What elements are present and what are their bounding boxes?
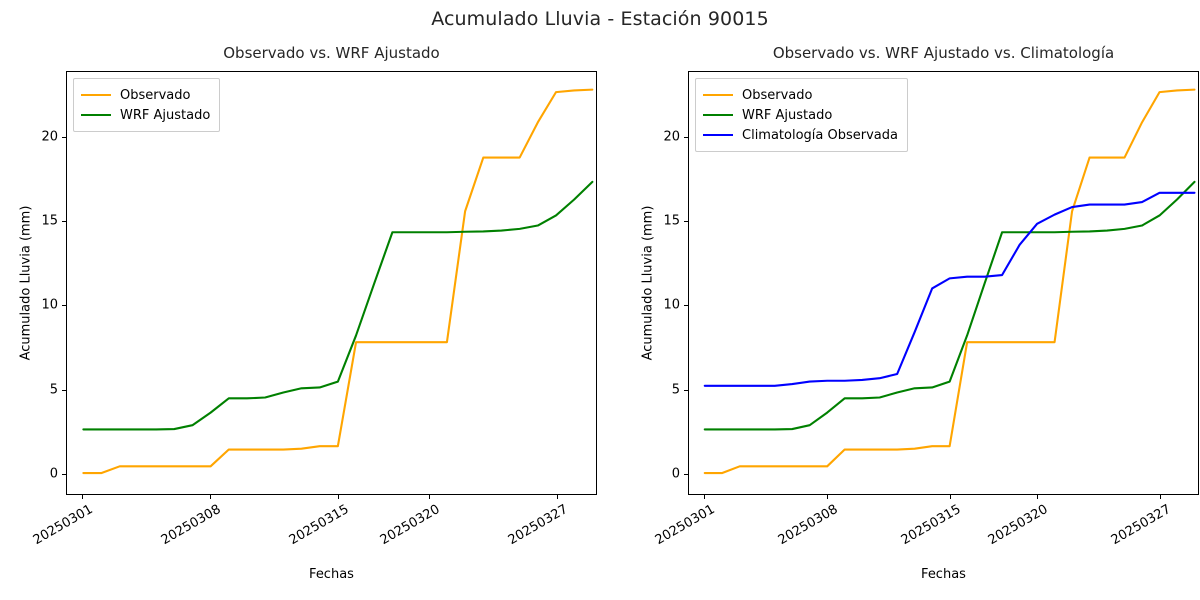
legend-label: WRF Ajustado — [742, 107, 833, 123]
series-line-observado — [703, 88, 1196, 475]
legend-entry[interactable]: WRF Ajustado — [81, 105, 210, 125]
series-line-climatolog-a-observada — [703, 191, 1196, 387]
ytick-label: 0 — [671, 466, 680, 482]
xtick-label: 20250301 — [31, 502, 96, 549]
xtick-label: 20250320 — [986, 502, 1051, 549]
xtick-mark — [82, 495, 84, 499]
ytick-mark — [684, 473, 688, 475]
xtick-label: 20250308 — [158, 502, 224, 549]
xtick-mark — [429, 495, 431, 499]
ytick-label: 10 — [663, 297, 680, 313]
legend-line-swatch — [81, 114, 111, 116]
legend-line-swatch — [81, 94, 111, 96]
subplot-left-legend[interactable]: Observado WRF Ajustado — [73, 78, 221, 132]
xtick-mark — [210, 495, 212, 499]
xtick-label: 20250308 — [775, 502, 841, 549]
xtick-mark — [826, 495, 828, 499]
subplot-left-lines — [82, 88, 594, 475]
ytick-mark — [62, 136, 66, 138]
xtick-mark — [703, 495, 705, 499]
ytick-mark — [684, 389, 688, 391]
series-line-wrf-ajustado — [82, 180, 594, 431]
ytick-label: 15 — [663, 213, 680, 229]
xtick-label: 20250327 — [505, 502, 571, 549]
ytick-label: 15 — [41, 213, 58, 229]
ytick-mark — [684, 305, 688, 307]
xtick-label: 20250315 — [286, 502, 352, 549]
subplot-left-title: Observado vs. WRF Ajustado — [223, 44, 440, 62]
ytick-mark — [684, 221, 688, 223]
ytick-label: 20 — [41, 129, 58, 145]
figure-suptitle: Acumulado Lluvia - Estación 90015 — [431, 8, 769, 30]
ytick-mark — [62, 389, 66, 391]
xtick-mark — [1160, 495, 1162, 499]
xtick-label: 20250320 — [377, 502, 443, 549]
subplot-right-ylabel: Acumulado Lluvia (mm) — [640, 205, 656, 361]
series-line-wrf-ajustado — [703, 180, 1196, 431]
xtick-mark — [556, 495, 558, 499]
subplot-right-xlabel: Fechas — [921, 567, 966, 582]
ytick-label: 5 — [49, 382, 58, 398]
subplot-right-legend[interactable]: Observado WRF Ajustado Climatología Observ… — [695, 78, 908, 152]
xtick-mark — [949, 495, 951, 499]
subplot-left-ylabel: Acumulado Lluvia (mm) — [18, 205, 34, 361]
legend-label: Climatología Observada — [742, 127, 898, 143]
legend-line-swatch — [703, 94, 733, 96]
xtick-mark — [337, 495, 339, 499]
subplot-left-plot-area — [66, 71, 597, 495]
xtick-label: 20250327 — [1109, 502, 1174, 549]
ytick-label: 5 — [671, 382, 680, 398]
xtick-mark — [1037, 495, 1039, 499]
legend-label: WRF Ajustado — [120, 107, 211, 123]
ytick-label: 10 — [41, 297, 58, 313]
legend-entry[interactable]: WRF Ajustado — [703, 105, 898, 125]
legend-entry[interactable]: Observado — [81, 85, 210, 105]
legend-line-swatch — [703, 114, 733, 116]
legend-line-swatch — [703, 134, 733, 136]
subplot-right: Observado vs. WRF Ajustado vs. Climatolo… — [641, 44, 1199, 582]
ytick-mark — [62, 473, 66, 475]
ytick-mark — [62, 221, 66, 223]
legend-label: Observado — [120, 87, 191, 103]
legend-label: Observado — [742, 87, 813, 103]
subplot-left: Observado vs. WRF Ajustado Acumulado Llu… — [19, 44, 597, 582]
ytick-label: 0 — [49, 466, 58, 482]
ytick-mark — [62, 305, 66, 307]
subplot-left-xlabel: Fechas — [309, 567, 354, 582]
series-line-observado — [82, 88, 594, 475]
legend-entry[interactable]: Observado — [703, 85, 898, 105]
legend-entry[interactable]: Climatología Observada — [703, 125, 898, 145]
xtick-label: 20250315 — [898, 502, 964, 549]
ytick-label: 20 — [663, 129, 680, 145]
ytick-mark — [684, 136, 688, 138]
xtick-label: 20250301 — [652, 502, 718, 549]
subplot-right-title: Observado vs. WRF Ajustado vs. Climatolo… — [772, 44, 1115, 62]
subplot-right-lines — [703, 88, 1196, 475]
